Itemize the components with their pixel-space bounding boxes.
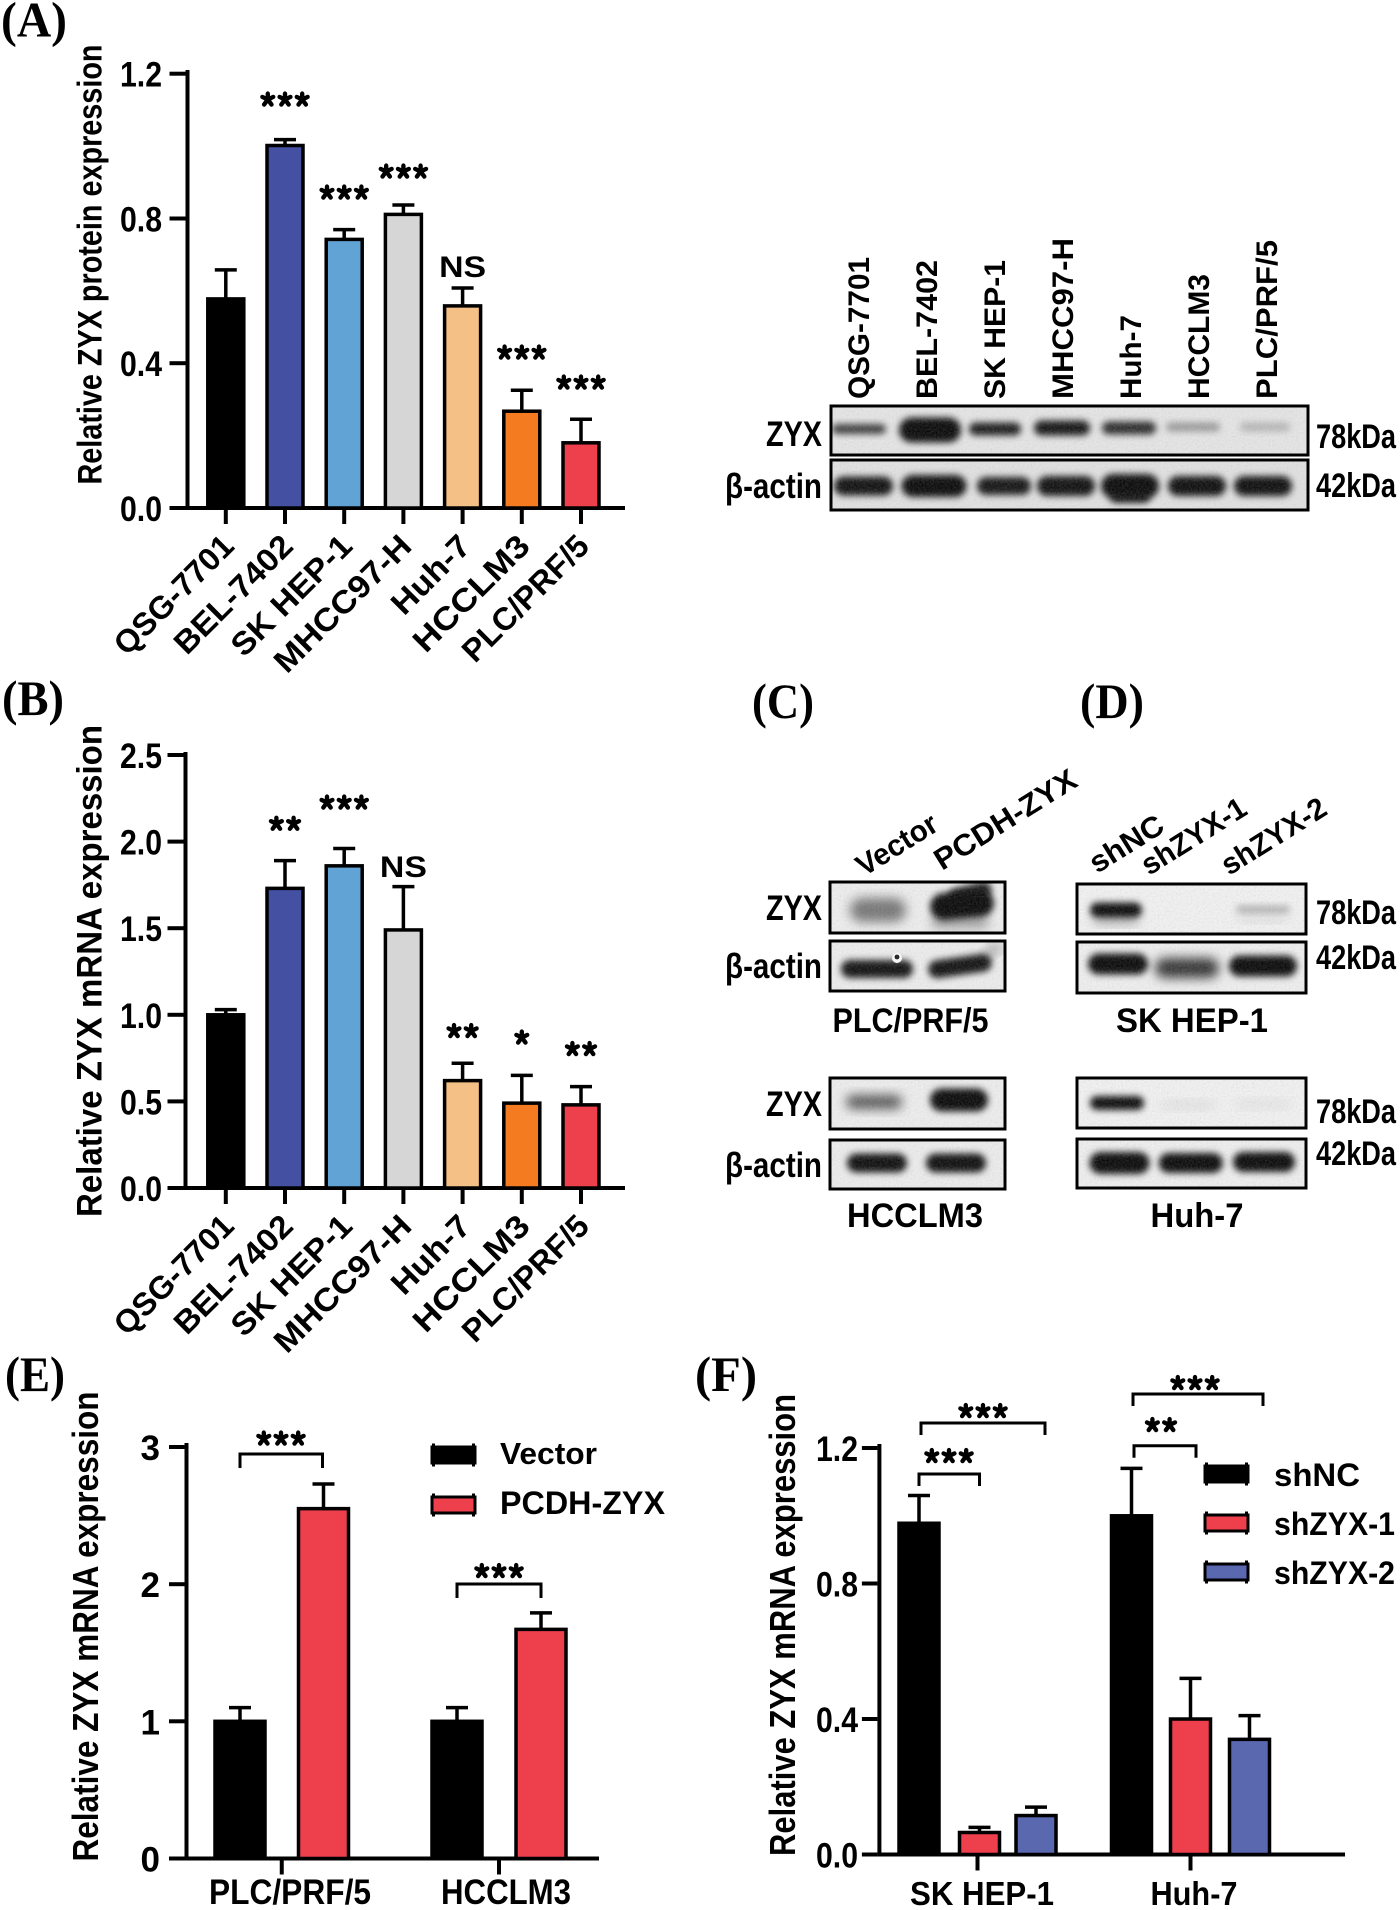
- svg-text:1.2: 1.2: [120, 56, 162, 95]
- svg-text:Relative ZYX mRNA expression: Relative ZYX mRNA expression: [762, 1394, 803, 1856]
- svg-text:Relative ZYX mRNA expression: Relative ZYX mRNA expression: [71, 725, 110, 1217]
- svg-text:PCDH-ZYX: PCDH-ZYX: [500, 1485, 666, 1521]
- svg-text:(F): (F): [695, 1346, 757, 1402]
- svg-text:0.4: 0.4: [120, 345, 162, 384]
- svg-text:Huh-7: Huh-7: [1115, 315, 1148, 399]
- svg-text:0.0: 0.0: [120, 490, 162, 529]
- svg-text:NS: NS: [380, 851, 427, 884]
- svg-text:1.5: 1.5: [120, 910, 162, 949]
- svg-text:Huh-7: Huh-7: [1151, 1197, 1244, 1235]
- svg-text:(C): (C): [752, 673, 814, 729]
- svg-text:SK HEP-1: SK HEP-1: [910, 1875, 1054, 1910]
- svg-text:3: 3: [141, 1429, 160, 1468]
- svg-text:2: 2: [141, 1566, 160, 1605]
- svg-text:PLC/PRF/5: PLC/PRF/5: [1251, 240, 1284, 399]
- svg-text:shZYX-1: shZYX-1: [1274, 1506, 1395, 1542]
- svg-text:0.5: 0.5: [120, 1083, 162, 1122]
- svg-text:SK HEP-1: SK HEP-1: [1116, 1002, 1268, 1040]
- svg-text:0.8: 0.8: [816, 1566, 858, 1605]
- svg-text:42kDa: 42kDa: [1316, 939, 1397, 977]
- svg-text:Relative ZYX mRNA expression: Relative ZYX mRNA expression: [65, 1392, 106, 1862]
- svg-text:0: 0: [141, 1841, 160, 1880]
- svg-text:shZYX-2: shZYX-2: [1274, 1555, 1395, 1591]
- svg-text:ZYX: ZYX: [766, 1085, 823, 1124]
- svg-text:(B): (B): [2, 670, 64, 726]
- svg-text:SK HEP-1: SK HEP-1: [979, 260, 1012, 399]
- svg-text:NS: NS: [439, 251, 486, 284]
- svg-text:Huh-7: Huh-7: [1151, 1875, 1238, 1910]
- svg-text:78kDa: 78kDa: [1316, 894, 1397, 932]
- svg-text:β-actin: β-actin: [725, 467, 822, 506]
- svg-text:BEL-7402: BEL-7402: [911, 260, 944, 399]
- svg-text:β-actin: β-actin: [725, 947, 822, 986]
- svg-text:shNC: shNC: [1274, 1457, 1360, 1493]
- svg-text:MHCC97-H: MHCC97-H: [1047, 238, 1080, 399]
- svg-text:QSG-7701: QSG-7701: [843, 257, 876, 399]
- svg-text:(A): (A): [1, 0, 67, 48]
- svg-text:HCCLM3: HCCLM3: [847, 1197, 983, 1235]
- svg-text:1.0: 1.0: [120, 997, 162, 1036]
- svg-text:78kDa: 78kDa: [1316, 1093, 1397, 1131]
- svg-text:0.0: 0.0: [120, 1170, 162, 1209]
- svg-text:ZYX: ZYX: [766, 415, 823, 454]
- svg-text:HCCLM3: HCCLM3: [1183, 274, 1216, 399]
- svg-text:42kDa: 42kDa: [1316, 1135, 1397, 1173]
- svg-text:Relative ZYX protein expressio: Relative ZYX protein expression: [72, 45, 110, 485]
- svg-text:(E): (E): [5, 1346, 65, 1402]
- svg-text:0.0: 0.0: [816, 1837, 858, 1876]
- svg-text:β-actin: β-actin: [725, 1146, 822, 1185]
- svg-text:1.2: 1.2: [816, 1430, 858, 1469]
- svg-text:0.8: 0.8: [120, 201, 162, 240]
- svg-text:0.4: 0.4: [816, 1701, 858, 1740]
- svg-text:PLC/PRF/5: PLC/PRF/5: [833, 1002, 989, 1040]
- svg-text:42kDa: 42kDa: [1316, 467, 1397, 505]
- svg-text:2.0: 2.0: [120, 824, 162, 863]
- svg-text:Vector: Vector: [500, 1436, 597, 1471]
- svg-text:ZYX: ZYX: [766, 889, 823, 928]
- svg-text:HCCLM3: HCCLM3: [441, 1873, 571, 1910]
- svg-text:2.5: 2.5: [120, 737, 162, 776]
- svg-text:1: 1: [141, 1703, 160, 1742]
- svg-text:PLC/PRF/5: PLC/PRF/5: [209, 1873, 371, 1910]
- svg-text:(D): (D): [1080, 673, 1144, 729]
- svg-text:78kDa: 78kDa: [1316, 418, 1397, 456]
